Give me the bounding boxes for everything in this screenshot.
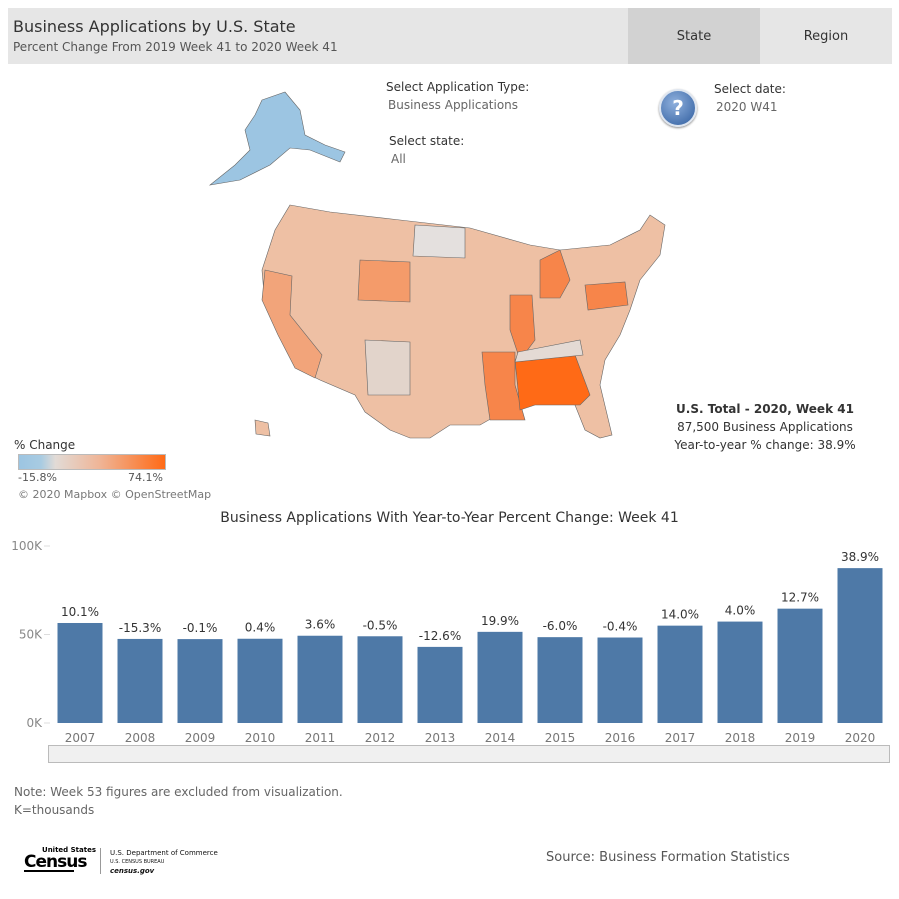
state-new-mexico[interactable]	[364, 339, 411, 396]
app-type-label: Select Application Type:	[386, 80, 530, 94]
totals-count: 87,500 Business Applications	[677, 420, 853, 434]
data-label: 14.0%	[661, 608, 699, 622]
bar-2019[interactable]	[777, 608, 823, 723]
page-subtitle: Percent Change From 2019 Week 41 to 2020…	[13, 40, 338, 54]
data-label: -0.5%	[363, 618, 398, 632]
state-dropdown[interactable]: All	[391, 152, 406, 166]
bar-2015[interactable]	[537, 637, 583, 723]
data-label: 12.7%	[781, 591, 819, 605]
x-tick-label: 2007	[65, 731, 96, 745]
x-tick-label: 2012	[365, 731, 396, 745]
x-tick-label: 2018	[725, 731, 756, 745]
bar-2020[interactable]	[837, 568, 883, 723]
x-tick-label: 2015	[545, 731, 576, 745]
data-label: -0.4%	[603, 620, 638, 634]
census-site: census.gov	[110, 867, 155, 875]
logo-divider	[100, 848, 101, 874]
tab-region[interactable]: Region	[803, 28, 849, 44]
bar-2012[interactable]	[357, 636, 403, 723]
x-tick-label: 2009	[185, 731, 216, 745]
bureau-name: U.S. CENSUS BUREAU	[110, 859, 165, 865]
tab-state[interactable]: State	[628, 8, 760, 64]
bar-2013[interactable]	[417, 646, 463, 723]
legend-min: -15.8%	[18, 471, 57, 484]
state-tennessee[interactable]	[514, 339, 584, 363]
legend-max: 74.1%	[128, 471, 163, 484]
totals-change: Year-to-year % change: 38.9%	[674, 438, 856, 452]
data-label: 38.9%	[841, 550, 879, 564]
y-tick-label: 0K	[26, 716, 43, 730]
x-tick-label: 2017	[665, 731, 696, 745]
k-note: K=thousands	[14, 803, 95, 817]
state-california[interactable]	[261, 269, 323, 379]
census-logo[interactable]: United States Census	[24, 846, 96, 872]
app-type-dropdown[interactable]: Business Applications	[388, 98, 519, 112]
totals-title: U.S. Total - 2020, Week 41	[676, 402, 854, 416]
x-tick-label: 2019	[785, 731, 816, 745]
bar-chart: 0K 50K 100K 10.1% 2007 -15.3% 2008 -0.1% 2009 0.4…	[11, 539, 883, 745]
x-tick-label: 2016	[605, 731, 636, 745]
data-label: 0.4%	[245, 621, 276, 635]
header: Business Applications by U.S. State Perc…	[8, 8, 892, 64]
dept-name: U.S. Department of Commerce	[110, 849, 218, 857]
state-wyoming[interactable]	[357, 259, 411, 303]
data-label: -0.1%	[183, 621, 218, 635]
date-label: Select date:	[714, 82, 786, 96]
data-label: -15.3%	[119, 621, 161, 635]
data-label: 3.6%	[305, 618, 336, 632]
map-attribution[interactable]: © 2020 Mapbox © OpenStreetMap	[18, 488, 212, 501]
data-label: 4.0%	[725, 604, 756, 618]
us-map[interactable]	[0, 0, 899, 440]
bar-2008[interactable]	[117, 638, 163, 723]
state-north-dakota[interactable]	[412, 224, 466, 259]
bar-2014[interactable]	[477, 631, 523, 723]
state-pennsylvania[interactable]	[584, 281, 629, 311]
date-dropdown[interactable]: 2020 W41	[716, 100, 778, 114]
question-circle-icon[interactable]: ?	[659, 89, 697, 127]
x-tick-label: 2011	[305, 731, 336, 745]
x-tick-label: 2010	[245, 731, 276, 745]
x-tick-label: 2014	[485, 731, 516, 745]
horizontal-scrollbar[interactable]	[48, 745, 890, 763]
x-tick-label: 2013	[425, 731, 456, 745]
bar-2016[interactable]	[597, 637, 643, 723]
page-title: Business Applications by U.S. State	[13, 17, 296, 36]
state-label: Select state:	[389, 134, 465, 148]
us-totals: U.S. Total - 2020, Week 41 87,500 Busine…	[640, 400, 890, 454]
state-michigan[interactable]	[539, 249, 571, 299]
dept-text: U.S. Department of Commerce U.S. CENSUS …	[110, 849, 218, 876]
data-label: 19.9%	[481, 614, 519, 628]
state-arkansas-louisiana[interactable]	[481, 351, 526, 421]
bar-2018[interactable]	[717, 621, 763, 723]
bar-2011[interactable]	[297, 635, 343, 723]
bar-2017[interactable]	[657, 625, 703, 723]
color-legend-bar	[18, 454, 166, 470]
y-tick-label: 50K	[19, 628, 43, 642]
bar-2009[interactable]	[177, 639, 223, 723]
y-tick-label: 100K	[11, 539, 43, 553]
data-label: -12.6%	[419, 629, 461, 643]
chart-title: Business Applications With Year-to-Year …	[220, 510, 679, 526]
source-text: Source: Business Formation Statistics	[546, 850, 790, 865]
data-label: -6.0%	[543, 619, 578, 633]
x-tick-label: 2020	[845, 731, 876, 745]
legend-title: % Change	[14, 438, 76, 452]
bar-2007[interactable]	[57, 622, 103, 723]
footnote: Note: Week 53 figures are excluded from …	[14, 785, 343, 799]
bar-2010[interactable]	[237, 638, 283, 723]
data-label: 10.1%	[61, 605, 99, 619]
state-alaska[interactable]	[208, 91, 346, 186]
x-tick-label: 2008	[125, 731, 156, 745]
state-hawaii[interactable]	[254, 419, 271, 437]
